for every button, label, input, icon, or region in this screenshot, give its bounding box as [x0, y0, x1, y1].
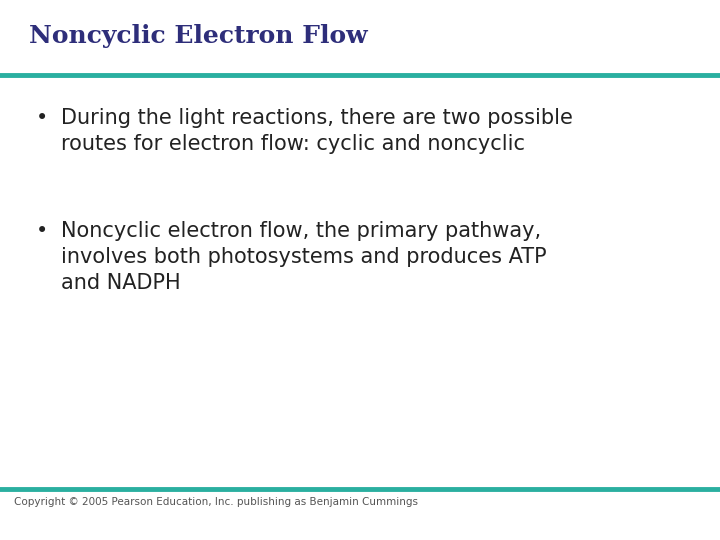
Text: Noncyclic Electron Flow: Noncyclic Electron Flow — [29, 24, 367, 48]
Text: •: • — [36, 108, 48, 128]
Text: During the light reactions, there are two possible
routes for electron flow: cyc: During the light reactions, there are tw… — [61, 108, 573, 153]
Text: •: • — [36, 221, 48, 241]
Text: Noncyclic electron flow, the primary pathway,
involves both photosystems and pro: Noncyclic electron flow, the primary pat… — [61, 221, 546, 293]
Text: Copyright © 2005 Pearson Education, Inc. publishing as Benjamin Cummings: Copyright © 2005 Pearson Education, Inc.… — [14, 497, 418, 507]
